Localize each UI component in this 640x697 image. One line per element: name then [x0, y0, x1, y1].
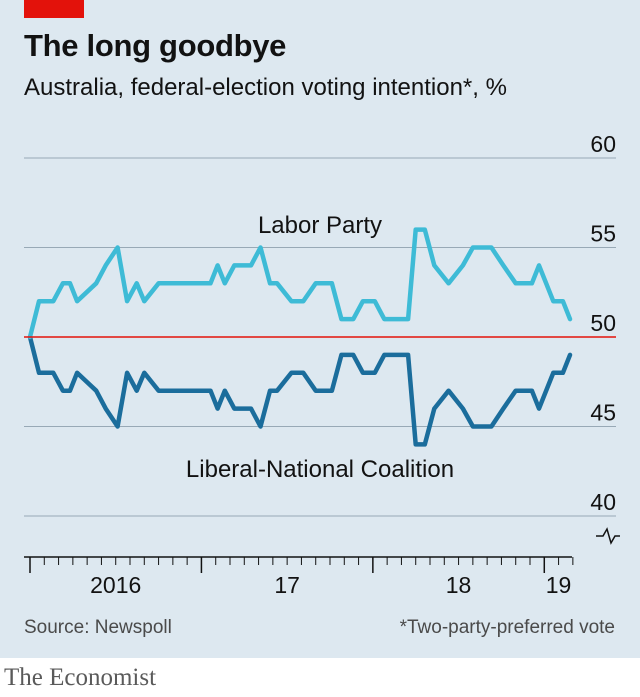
series-line-coalition: [27, 334, 573, 447]
axis-break-icon: [596, 527, 620, 545]
x-tick-label-18: 18: [446, 572, 472, 598]
source-note: Source: Newspoll: [24, 617, 172, 638]
brand-red-tag: [24, 0, 84, 18]
x-tick-label-19: 19: [546, 572, 572, 598]
series-label-labor: Labor Party: [258, 212, 382, 239]
y-tick-label-55: 55: [590, 221, 616, 247]
series-line-labor: [27, 227, 573, 340]
footnote: *Two-party-preferred vote: [399, 617, 615, 638]
line-chart: 40 45 50 55 60 Labor Party Liberal-National Co…: [24, 131, 620, 598]
economist-logo: The Economist: [4, 664, 157, 691]
y-tick-label-40: 40: [590, 489, 616, 515]
chart-subtitle: Australia, federal-election voting inten…: [24, 74, 507, 101]
x-tick-label-17: 17: [274, 572, 300, 598]
x-tick-label-2016: 2016: [90, 572, 141, 598]
y-tick-label-45: 45: [590, 400, 616, 426]
chart-title: The long goodbye: [24, 28, 287, 63]
series-label-coalition: Liberal-National Coalition: [186, 456, 454, 483]
y-tick-label-60: 60: [590, 131, 616, 157]
chart-panel: The long goodbye Australia, federal-elec…: [0, 0, 640, 658]
y-tick-label-50: 50: [590, 310, 616, 336]
